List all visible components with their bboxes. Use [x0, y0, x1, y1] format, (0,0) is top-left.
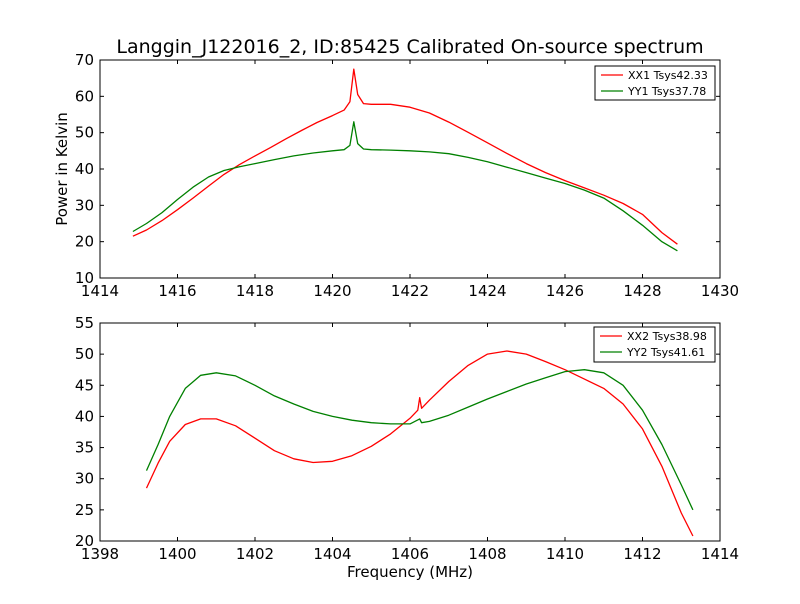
x-tick-label: 1406	[391, 545, 429, 563]
legend-label: YY1 Tsys37.78	[627, 85, 706, 98]
series-line-yy	[145, 369, 694, 511]
y-tick-label: 60	[75, 87, 94, 105]
x-tick-label: 1408	[468, 545, 506, 563]
y-tick-label: 20	[75, 532, 94, 550]
y-tick-label: 70	[75, 51, 94, 69]
x-tick-label: 1410	[546, 545, 584, 563]
bottom-panel: 1398 1400 1402 1404 1406 1408 1410 1412 1414 20 25…	[75, 314, 739, 563]
x-tick-label: 1414	[701, 545, 739, 563]
figure-title: Langgin_J122016_2, ID:85425 Calibrated O…	[116, 36, 703, 58]
y-tick-label: 45	[75, 376, 94, 394]
x-tick-label: 1404	[313, 545, 351, 563]
top-panel: 1414 1416 1418 1420 1422 1424 1426 1428 1430 10 20…	[75, 51, 739, 300]
x-tick-label: 1428	[623, 282, 661, 300]
y-tick-label: 40	[75, 407, 94, 425]
legend-label: XX1 Tsys42.33	[628, 69, 708, 82]
y-tick-label: 30	[75, 470, 94, 488]
series-line-xx	[132, 68, 678, 245]
y-tick-label: 25	[75, 501, 94, 519]
x-tick-label: 1424	[468, 282, 506, 300]
y-tick-label: 10	[75, 269, 94, 287]
x-tick-label: 1400	[158, 545, 196, 563]
x-tick-label: 1402	[236, 545, 274, 563]
x-tick-label: 1416	[158, 282, 196, 300]
series-line-yy	[132, 121, 678, 252]
x-tick-label: 1426	[546, 282, 584, 300]
y-tick-label: 30	[75, 196, 94, 214]
x-tick-label: 1430	[701, 282, 739, 300]
y-tick-label: 40	[75, 160, 94, 178]
x-tick-label: 1420	[313, 282, 351, 300]
legend-box	[593, 326, 716, 363]
series-line-xx	[145, 350, 694, 537]
legend-box	[594, 65, 716, 101]
legend-label: XX2 Tsys38.98	[627, 330, 707, 343]
y-tick-label: 50	[75, 345, 94, 363]
x-tick-label: 1418	[236, 282, 274, 300]
y-tick-label: 55	[75, 314, 94, 332]
y-tick-label: 35	[75, 439, 94, 457]
x-axis-label: Frequency (MHz)	[347, 563, 473, 581]
y-tick-label: 50	[75, 124, 94, 142]
y-tick-label: 20	[75, 233, 94, 251]
x-tick-label: 1414	[81, 282, 119, 300]
x-tick-label: 1398	[81, 545, 119, 563]
legend-label: YY2 Tsys41.61	[626, 346, 705, 359]
y-axis-label: Power in Kelvin	[53, 112, 71, 226]
x-tick-label: 1412	[623, 545, 661, 563]
x-tick-label: 1422	[391, 282, 429, 300]
